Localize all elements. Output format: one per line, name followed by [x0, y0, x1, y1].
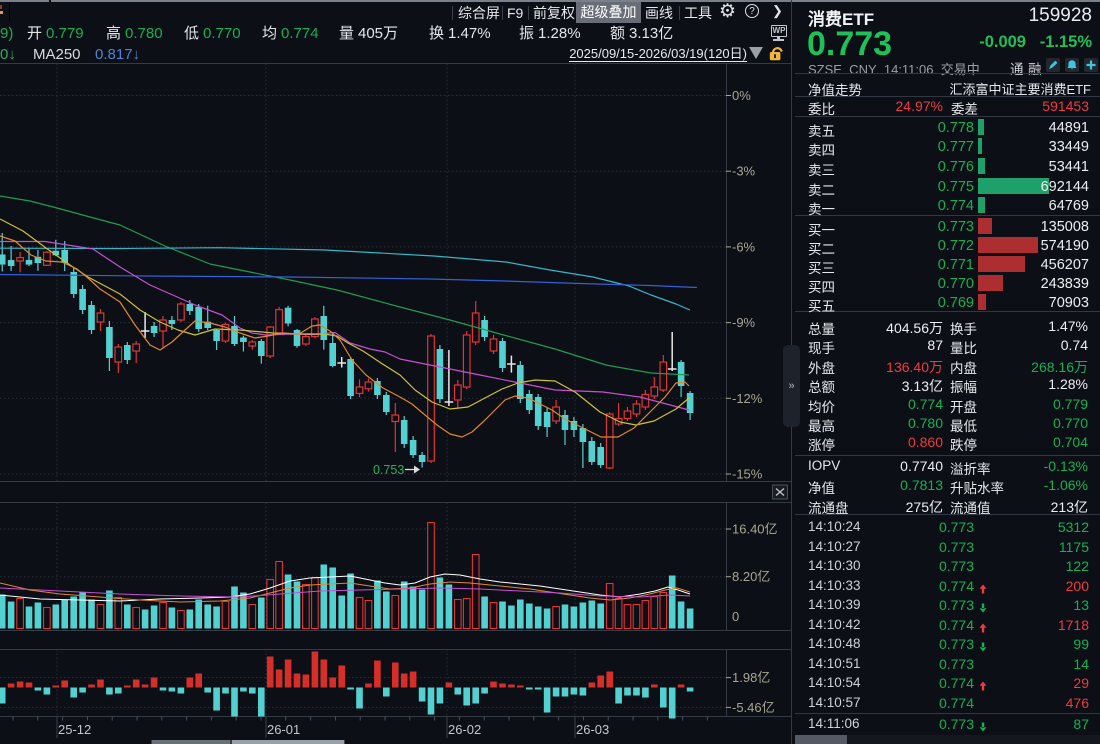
- svg-text:25-12: 25-12: [58, 722, 91, 737]
- svg-text:-3%: -3%: [732, 164, 756, 179]
- svg-text:26-02: 26-02: [448, 722, 481, 737]
- svg-text:0.753: 0.753: [373, 463, 404, 477]
- svg-text:16.40亿: 16.40亿: [732, 522, 778, 537]
- svg-text:-12%: -12%: [732, 391, 763, 406]
- svg-text:26-03: 26-03: [576, 722, 609, 737]
- svg-text:-5.46亿: -5.46亿: [732, 700, 775, 715]
- svg-text:1.98亿: 1.98亿: [732, 670, 770, 685]
- svg-text:0: 0: [732, 609, 739, 624]
- svg-text:8.20亿: 8.20亿: [732, 569, 770, 584]
- svg-text:0%: 0%: [732, 88, 751, 103]
- svg-text:26-01: 26-01: [267, 722, 300, 737]
- svg-text:-9%: -9%: [732, 315, 756, 330]
- svg-text:-6%: -6%: [732, 239, 756, 254]
- svg-text:-15%: -15%: [732, 467, 763, 482]
